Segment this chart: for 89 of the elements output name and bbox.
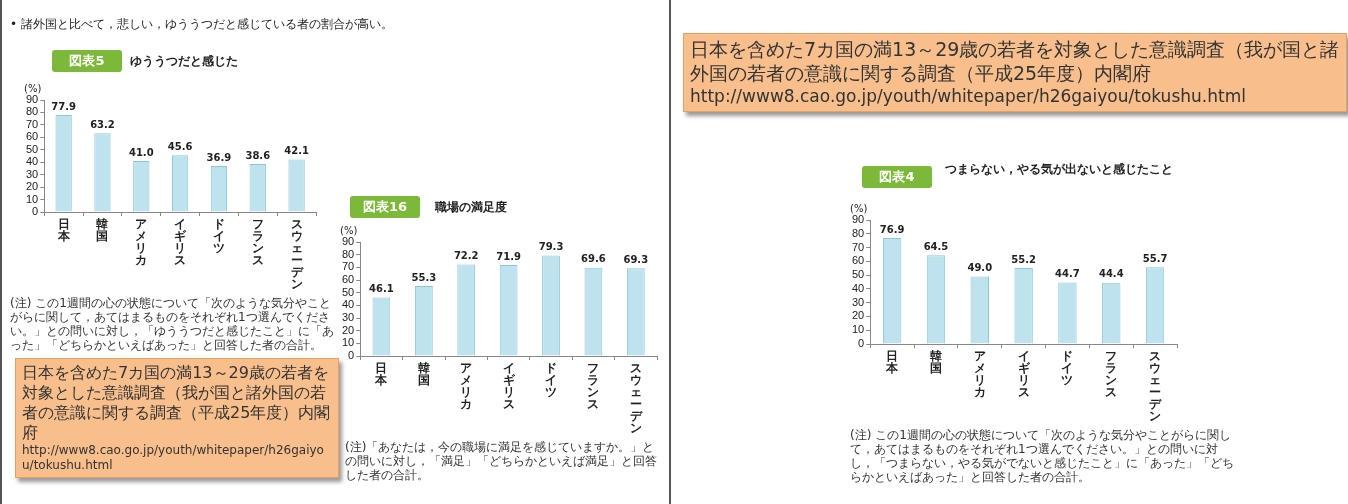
y-axis-title: (%) [850,202,868,214]
y-tick-label: 50 [851,268,865,281]
data-label: 44.7 [1055,268,1080,280]
x-tick-label: ドイツ [1061,349,1074,388]
data-label: 38.6 [245,149,271,161]
data-label: 36.9 [206,151,232,163]
data-label: 64.5 [923,240,949,252]
y-tick-label: 30 [25,167,39,180]
chart-title: 図表5 [52,50,122,72]
data-label: 77.9 [51,100,77,112]
x-tick-label: 韓国 [417,361,430,388]
x-tick-label: フランス [587,361,600,412]
y-tick-label: 70 [341,260,355,273]
y-tick-label: 90 [851,213,865,226]
y-tick-label: 20 [851,309,865,322]
y-tick-label: 30 [851,295,865,308]
text: (注)「あなたは，今の職場に満足を感じていますか。」との問いに対し，「満足」「どちらかといえば満足」と回答した者の合計。 [345,440,658,482]
y-tick-label: 0 [348,349,355,362]
x-tick-label: アメリカ [135,217,148,268]
data-label: 55.3 [411,271,437,283]
data-label: 79.3 [538,241,564,253]
data-label: 72.2 [453,250,479,262]
chart-subtitle: つまらない，やる気が出ないと感じたこと [945,162,1174,177]
x-tick-label: 韓国 [96,217,109,244]
x-tick-label: アメリカ [460,361,473,412]
text: http://www8.cao.go.jp/youth/whitepaper/h26gaiyou/tokushu.html [22,443,325,473]
chart-title: 図表4 [862,166,932,188]
data-label: 44.4 [1098,268,1124,280]
y-tick-label: 80 [851,226,865,239]
data-label: 71.9 [496,250,521,262]
x-tick-label: 韓国 [929,349,942,376]
y-tick-label: 90 [341,235,355,248]
data-label: 45.6 [167,140,193,152]
x-tick-label: 日本 [885,349,900,376]
y-axis-title: (%) [340,224,358,236]
y-tick-label: 40 [25,155,39,168]
y-tick-label: 20 [341,323,355,336]
x-tick-label: 日本 [374,361,389,388]
chart-subtitle: ゆううつだと感じた [130,54,239,69]
y-tick-label: 0 [32,205,39,218]
y-tick-label: 40 [851,281,865,294]
data-label: 55.2 [1011,253,1036,265]
y-tick-label: 40 [341,298,355,311]
x-tick-label: イギリス [174,217,188,268]
x-tick-label: ドイツ [212,217,225,256]
x-tick-label: 日本 [56,217,71,244]
data-label: 41.0 [128,146,154,158]
y-tick-label: 80 [341,247,355,260]
y-tick-label: 60 [851,254,865,267]
data-label: 55.7 [1142,252,1168,264]
data-label: 46.1 [369,283,394,295]
y-tick-label: 70 [25,117,39,130]
y-tick-label: 0 [858,337,865,350]
y-tick-label: 10 [851,323,865,336]
text: http://www8.cao.go.jp/youth/whitepaper/h26gaiyou/tokushu.html [690,85,1247,107]
text: • 諸外国と比べて，悲しい，ゆううつだと感じている者の割合が高い。 [10,16,394,33]
y-tick-label: 10 [341,336,355,349]
x-tick-label: ドイツ [545,361,558,400]
y-tick-label: 10 [25,192,39,205]
chart-title: 図表16 [350,196,420,218]
y-tick-label: 60 [25,130,39,143]
y-axis-title: (%) [24,82,42,94]
data-label: 63.2 [90,118,115,130]
x-tick-label: イギリス [502,361,516,412]
x-tick-label: アメリカ [973,349,986,400]
text: (注) この1週間の心の状態について「次のような気分やことがらに関して，あてはまるものをそれぞれ1つ選んでください。」との問いに対し，「ゆううつだと感じたこと」に「あった」「どちらかといえばあった」と回答した者の合計。 [10,296,335,352]
x-tick-label: イギリス [1017,349,1031,400]
chart-subtitle: 職場の満足度 [435,200,508,215]
y-tick-label: 50 [341,285,355,298]
data-label: 42.1 [284,145,309,157]
text: 日本を含めた7カ国の満13～29歳の若者を対象とした意識調査（我が国と諸外国の若者の意識に関する調査（平成25年度）内閣府 [690,38,1340,86]
y-tick-label: 30 [341,311,355,324]
x-tick-label: スウェーデン [1149,349,1163,424]
data-label: 76.9 [879,223,905,235]
data-label: 49.0 [967,262,993,274]
x-tick-label: スウェーデン [290,217,304,292]
y-tick-label: 70 [851,240,865,253]
x-tick-label: フランス [251,217,264,268]
data-label: 69.3 [623,253,649,265]
y-tick-label: 90 [25,93,39,106]
y-tick-label: 60 [341,273,355,286]
y-tick-label: 50 [25,142,39,155]
data-label: 69.6 [581,253,606,265]
y-tick-label: 80 [25,105,39,118]
x-tick-label: フランス [1105,349,1118,400]
text: 日本を含めた7カ国の満13～29歳の若者を対象とした意識調査（我が国と諸外国の若者の意識に関する調査（平成25年度）内閣府 [22,363,332,443]
text: (注) この1週間の心の状態について「次のような気分やことがらに関して，あてはまるものをそれぞれ1つ選んでください。」との問いに対し，「つまらない，やる気がでないと感じたこと」に「あった」「どちらかといえばあった」と回答した者の合計。 [850,428,1235,484]
y-tick-label: 20 [25,180,39,193]
x-tick-label: スウェーデン [629,361,643,436]
